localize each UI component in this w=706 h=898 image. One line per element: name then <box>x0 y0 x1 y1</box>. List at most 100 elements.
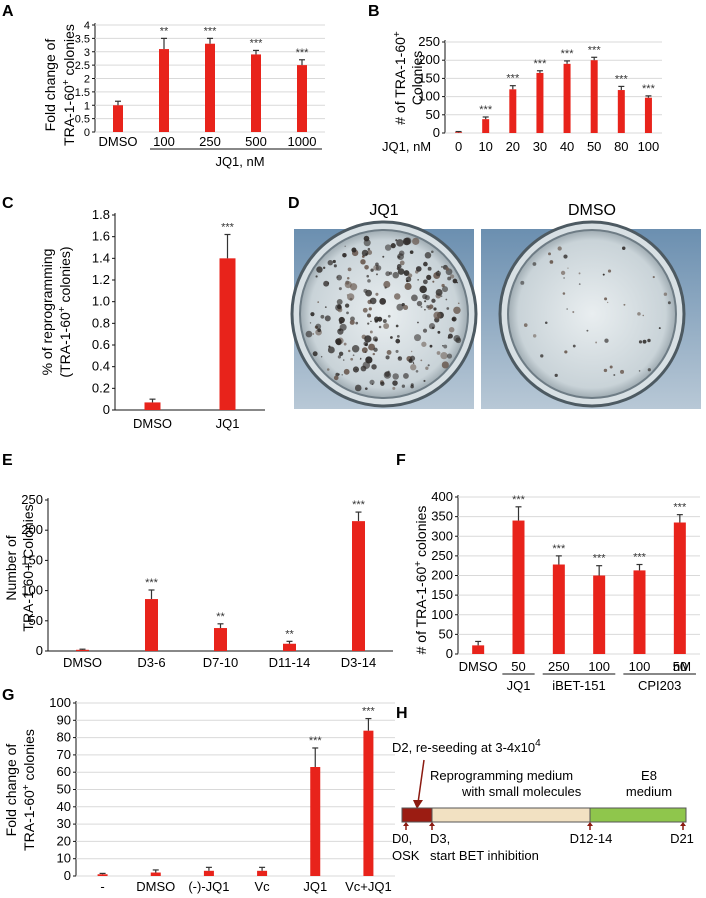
colony-dot <box>368 314 372 318</box>
panel-f-bars: *** *** *** *** *** <box>472 494 687 654</box>
panel-b-x-label: 40 <box>560 139 574 154</box>
colony-dot <box>410 384 414 389</box>
timeline-segment-e8 <box>589 807 687 823</box>
panel-h: H D2, re-seeding at 3-4x104 Reprogrammin… <box>392 705 694 863</box>
panel-b-bar <box>563 63 571 134</box>
panel-e-bar <box>283 643 296 651</box>
panel-a-x-label: DMSO <box>99 134 138 149</box>
panel-d: D JQ1 DMSO <box>288 195 701 409</box>
panel-c-ytick-label: 1.8 <box>92 207 110 222</box>
panel-e-bars: ********** <box>76 499 366 651</box>
colony-dot <box>351 345 360 353</box>
timeline-marker-d0 <box>403 822 409 826</box>
panel-g-bar <box>203 870 214 876</box>
panel-a-significance: *** <box>204 25 218 37</box>
colony-dot <box>414 334 422 342</box>
colony-dot <box>607 269 612 273</box>
colony-dot <box>387 314 391 318</box>
colony-dot <box>416 300 423 307</box>
panel-c-ytick-label: 0 <box>103 402 110 417</box>
colony-dot <box>448 326 455 333</box>
panel-letter-b: B <box>368 3 380 20</box>
timeline-reseeding-label: D2, re-seeding at 3-4x104 <box>392 738 541 755</box>
panel-a-significance: ** <box>160 25 169 37</box>
colony-dot <box>370 268 374 272</box>
panel-g-bar <box>257 870 268 876</box>
colony-dot <box>338 316 345 324</box>
panel-e-y-ticks: 0 50 100 150 200 250 <box>21 492 393 658</box>
timeline-d0-line2: OSK <box>392 848 420 863</box>
panel-a-ytick-label: 0 <box>84 127 90 139</box>
panel-a-ytick-label: 1 <box>84 100 90 112</box>
colony-dot <box>343 368 350 375</box>
panel-f-ytick-label: 400 <box>431 489 453 504</box>
colony-dot <box>320 314 325 319</box>
colony-dot <box>560 270 566 276</box>
panel-c-ytick-label: 1.6 <box>92 229 110 244</box>
panel-f-bar <box>593 575 606 654</box>
panel-c-ytick-label: 1.2 <box>92 272 110 287</box>
colony-dot <box>532 334 537 338</box>
timeline-marker-d12 <box>587 822 593 826</box>
colony-dot <box>396 303 404 311</box>
panel-a-bar <box>251 54 261 132</box>
colony-dot <box>544 321 548 325</box>
panel-f-significance: *** <box>633 552 647 564</box>
panel-a: A Fold change of TRA-1-60+ colonies 00.5… <box>2 3 325 169</box>
colony-dot <box>374 319 379 323</box>
panel-f-x-label: 50 <box>511 659 525 674</box>
colony-dot <box>390 243 396 249</box>
colony-dot <box>604 297 608 301</box>
colony-dot <box>622 246 626 251</box>
colony-dot <box>452 278 458 284</box>
panel-b-x-label: 10 <box>478 139 492 154</box>
panel-b-ytick-label: 100 <box>418 89 440 104</box>
colony-dot <box>606 301 609 304</box>
colony-dot <box>667 301 671 305</box>
panel-a-ylabel-1: Fold change of <box>42 39 58 132</box>
panel-c-ytick-label: 0.4 <box>92 359 110 374</box>
panel-c-y-ticks: 0 0.2 0.4 0.6 0.8 1.0 1.2 1.4 1.6 1.8 <box>92 207 265 417</box>
colony-dot <box>327 282 330 284</box>
colony-dot <box>364 335 372 343</box>
panel-e-x-label: D11-14 <box>269 655 311 670</box>
panel-e-significance: *** <box>352 499 366 511</box>
colony-dot <box>360 357 362 360</box>
colony-dot <box>642 339 647 344</box>
colony-dot <box>367 279 371 283</box>
colony-dot <box>428 304 434 309</box>
panel-f-x-labels: DMSO 50 250 100 100 50 <box>459 659 687 674</box>
panel-c-ytick-label: 1.0 <box>92 294 110 309</box>
timeline-marker-d3 <box>429 822 435 826</box>
colony-dot <box>410 364 417 371</box>
colony-dot <box>437 330 441 334</box>
panel-e-bar <box>214 628 227 651</box>
colony-dot <box>380 381 385 386</box>
colony-dot <box>382 255 385 258</box>
panel-f-bar <box>472 645 485 654</box>
colony-dot <box>338 373 341 376</box>
panel-e-significance: ** <box>285 628 294 640</box>
colony-dot <box>378 325 382 329</box>
colony-dot <box>375 265 382 271</box>
colony-dot <box>341 374 343 376</box>
colony-dot <box>344 281 352 289</box>
colony-dot <box>436 351 441 355</box>
colony-dot <box>312 351 318 357</box>
colony-dot <box>363 341 369 347</box>
colony-dot <box>352 366 360 373</box>
panel-c-ytick-label: 0.2 <box>92 380 110 395</box>
panel-b-bar <box>644 97 652 133</box>
panel-g-ytick-label: 0 <box>64 868 71 883</box>
colony-dot <box>447 336 450 339</box>
panel-g-ytick-label: 40 <box>57 799 71 814</box>
panel-letter-d: D <box>288 195 300 212</box>
colony-dot <box>412 237 420 245</box>
panel-f-ytick-label: 250 <box>431 548 453 563</box>
panel-g-x-label: DMSO <box>136 879 175 894</box>
colony-dot <box>433 311 441 320</box>
panel-f-bar <box>552 564 565 654</box>
colony-dot <box>368 343 376 351</box>
panel-b-ytick-label: 200 <box>418 52 440 67</box>
colony-dot <box>557 246 562 251</box>
